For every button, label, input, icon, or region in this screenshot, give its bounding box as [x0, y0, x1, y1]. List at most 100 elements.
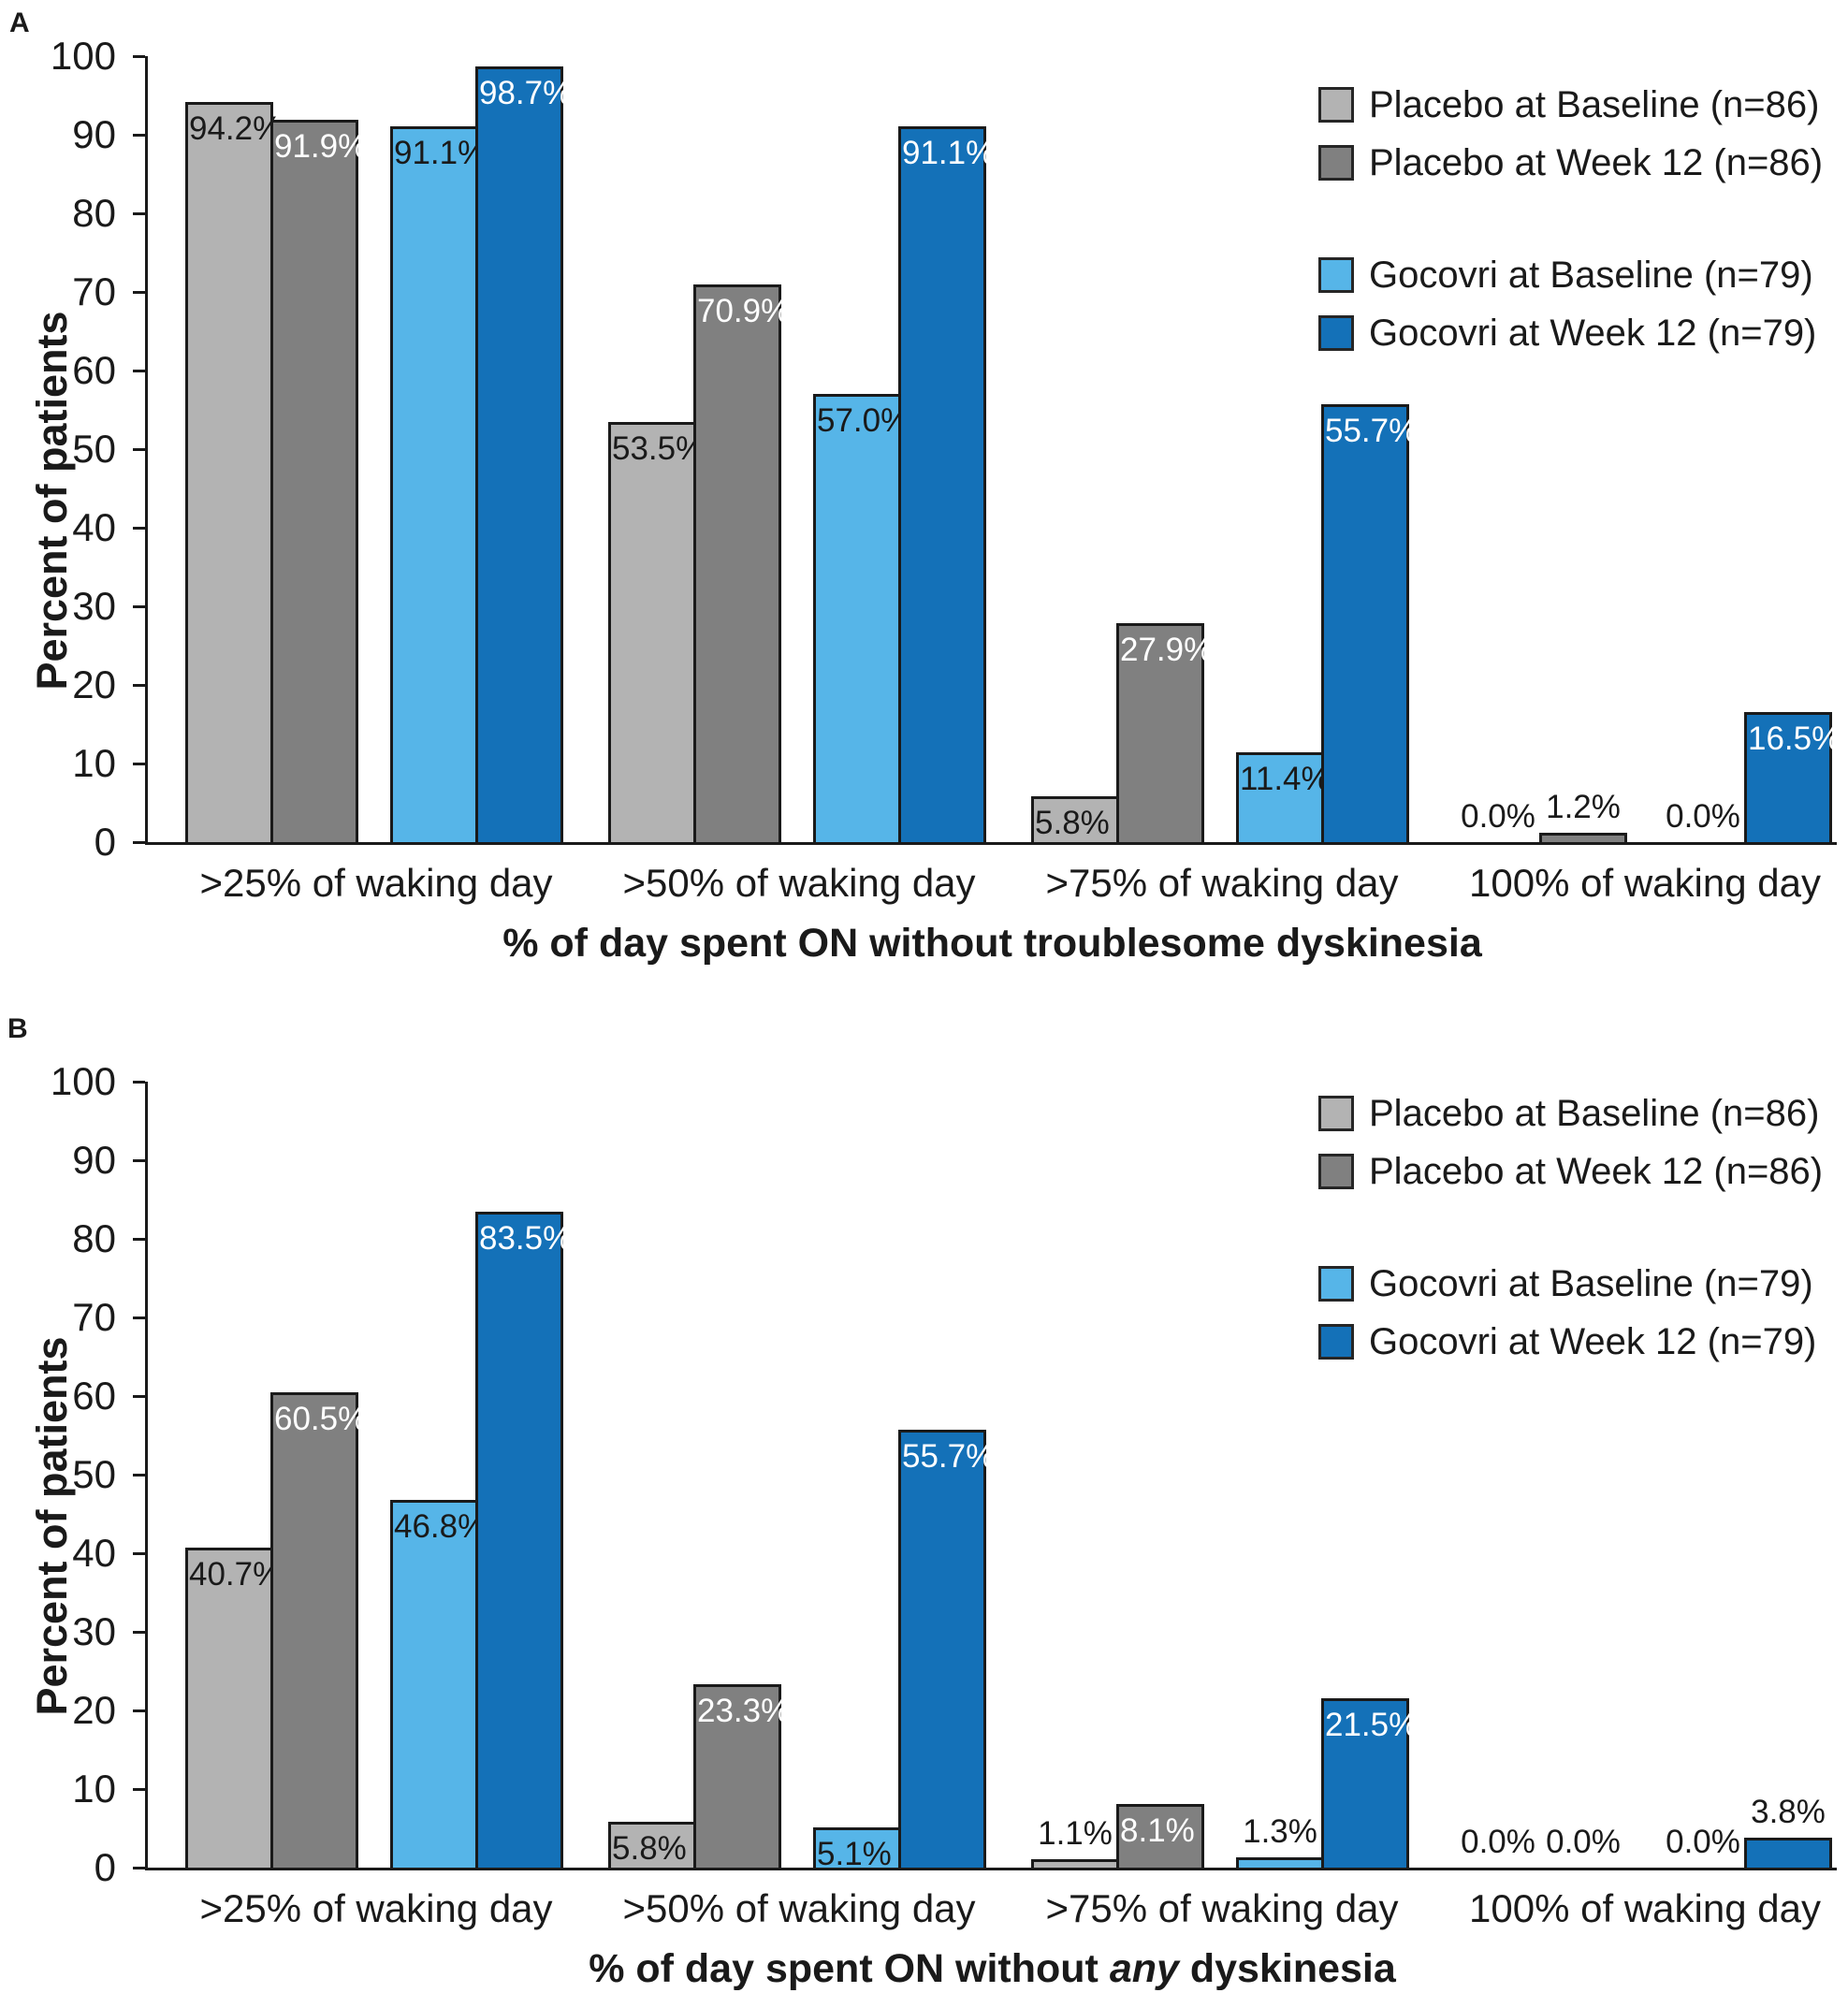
panel-b: B 0 10 20 30 40 50 60 70 80 90 100 40.7% 60.5% 46.8%…: [0, 993, 1848, 1991]
bar-value-label: 98.7%: [479, 74, 573, 111]
y-tick-label: 60: [72, 1374, 116, 1418]
legend-swatch-gocovri-baseline: [1318, 257, 1354, 293]
legend-swatch-gocovri-week12: [1318, 1324, 1354, 1360]
bar: [1031, 796, 1119, 842]
x-category-label: 100% of waking day: [1469, 1886, 1821, 1930]
y-tick-mark: [133, 1158, 145, 1162]
y-tick-label: 50: [72, 427, 116, 471]
panel-a-plot-area: 0 10 20 30 40 50 60 70 80 90 100 94.2% 91.9% 91.1% 98…: [28, 34, 1841, 966]
y-tick-mark: [133, 1394, 145, 1398]
y-tick-mark: [133, 290, 145, 294]
x-axis-title: % of day spent ON without any dyskinesia: [148, 1944, 1837, 1993]
y-tick-mark: [133, 133, 145, 137]
x-axis-title-text: dyskinesia: [1178, 1946, 1396, 1991]
y-tick-mark: [133, 54, 145, 58]
x-category-label: >75% of waking day: [1045, 861, 1399, 905]
bar-value-label: 83.5%: [479, 1219, 573, 1257]
x-axis-title: % of day spent ON without troublesome dy…: [148, 919, 1837, 967]
bar-value-label: 55.7%: [902, 1438, 996, 1476]
bar-value-label: 0.0%: [1666, 1824, 1740, 1860]
bar: [185, 101, 273, 842]
legend-label: Placebo at Baseline (n=86): [1369, 83, 1820, 125]
bar: [898, 125, 986, 842]
y-axis-title: Percent of patients: [28, 1336, 76, 1716]
y-tick-label: 20: [72, 1688, 116, 1732]
bar-value-label: 11.4%: [1240, 761, 1331, 798]
legend-label: Placebo at Week 12 (n=86): [1369, 1150, 1824, 1192]
bar: [898, 1430, 986, 1868]
legend-item: Gocovri at Week 12 (n=79): [1318, 1321, 1823, 1362]
bar: [270, 1391, 358, 1868]
y-axis-ticks: 0 10 20 30 40 50 60 70 80 90 100: [51, 1059, 1837, 1889]
y-tick-label: 90: [72, 1138, 116, 1182]
legend-item: Placebo at Week 12 (n=86): [1318, 142, 1823, 183]
bar: [693, 1684, 781, 1868]
bar: [1116, 622, 1204, 842]
bar-value-label: 0.0%: [1461, 1824, 1535, 1860]
y-tick-label: 30: [72, 584, 116, 628]
bar: [475, 1211, 563, 1868]
panel-a: A 0 10 20 30 40 50 60 70 80 90 100 94.2% 91.9% 91.1%…: [0, 0, 1848, 993]
bar-value-label: 16.5%: [1748, 720, 1841, 758]
y-tick-label: 100: [50, 34, 116, 78]
y-tick-label: 90: [72, 112, 116, 156]
bar: [390, 1499, 478, 1868]
legend: Placebo at Baseline (n=86) Placebo at We…: [1318, 1093, 1823, 1379]
bar: [813, 1827, 901, 1868]
y-axis-title: Percent of patients: [28, 311, 76, 691]
bar-value-label: 21.5%: [1325, 1707, 1419, 1744]
bar: [1031, 1858, 1119, 1868]
legend-swatch-placebo-week12: [1318, 145, 1354, 181]
y-tick-mark: [133, 604, 145, 608]
y-tick-label: 100: [50, 1059, 116, 1103]
x-category-label: >25% of waking day: [199, 1886, 553, 1930]
x-axis-title-text: % of day spent ON without: [589, 1946, 1110, 1991]
legend-group-gap: [1318, 200, 1823, 255]
legend-swatch-gocovri-baseline: [1318, 1266, 1354, 1302]
legend-item: Gocovri at Week 12 (n=79): [1318, 313, 1823, 354]
legend-item: Placebo at Week 12 (n=86): [1318, 1151, 1823, 1192]
x-axis-category-labels: >25% of waking day >50% of waking day >7…: [148, 859, 1837, 911]
bar: [475, 65, 563, 842]
legend-item: Gocovri at Baseline (n=79): [1318, 1263, 1823, 1304]
bar-value-label: 5.1%: [817, 1836, 892, 1873]
y-tick-mark: [133, 1551, 145, 1555]
bar-value-label: 46.8%: [394, 1507, 487, 1545]
legend-item: Gocovri at Baseline (n=79): [1318, 255, 1823, 296]
y-axis-ticks: 0 10 20 30 40 50 60 70 80 90 100: [51, 34, 1837, 864]
legend-swatch-placebo-baseline: [1318, 1096, 1354, 1131]
bar-value-label: 1.2%: [1546, 788, 1621, 825]
legend-swatch-gocovri-week12: [1318, 315, 1354, 351]
y-tick-mark: [133, 1709, 145, 1712]
y-tick-mark: [133, 1473, 145, 1477]
legend-swatch-placebo-baseline: [1318, 87, 1354, 123]
bar: [1116, 1803, 1204, 1868]
y-tick-label: 70: [72, 1295, 116, 1339]
bar-value-label: 1.3%: [1243, 1813, 1317, 1851]
bar-value-label: 3.8%: [1751, 1794, 1826, 1831]
bar-value-label: 1.1%: [1038, 1814, 1113, 1852]
bars-layer: 94.2% 91.9% 91.1% 98.7% 53.5% 70.9% 57.0% 91.1%…: [148, 56, 1841, 842]
y-tick-mark: [133, 1237, 145, 1241]
y-tick-mark: [133, 447, 145, 451]
bar: [1321, 404, 1409, 842]
legend-label: Gocovri at Baseline (n=79): [1369, 254, 1813, 296]
y-tick-mark: [133, 1787, 145, 1791]
bar-value-label: 40.7%: [189, 1556, 283, 1593]
bar-value-label: 94.2%: [189, 109, 283, 147]
bar-value-label: 70.9%: [697, 293, 791, 330]
bar: [1744, 712, 1832, 842]
x-axis-title-text: % of day spent ON without troublesome dy…: [502, 921, 1482, 966]
legend-swatch-placebo-week12: [1318, 1154, 1354, 1189]
bar-value-label: 53.5%: [612, 429, 706, 467]
y-tick-label: 60: [72, 348, 116, 392]
x-category-label: >25% of waking day: [199, 861, 553, 905]
bar: [1539, 832, 1627, 842]
bar-value-label: 91.1%: [394, 134, 487, 171]
y-tick-mark: [133, 1316, 145, 1319]
bar: [1744, 1838, 1832, 1868]
bar: [608, 421, 696, 842]
y-tick-label: 0: [94, 1845, 116, 1889]
legend-item: Placebo at Baseline (n=86): [1318, 84, 1823, 125]
y-tick-mark: [133, 369, 145, 372]
